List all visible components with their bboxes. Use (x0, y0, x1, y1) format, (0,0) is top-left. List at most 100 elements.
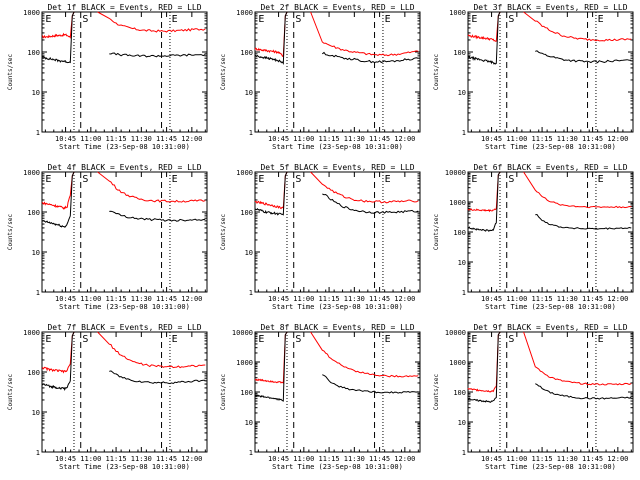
series-line-pre (467, 11, 501, 65)
x-tick-label: 10:45 (481, 295, 502, 303)
x-tick-label: 11:00 (293, 135, 314, 143)
series-line-post (535, 50, 632, 64)
x-tick-label: 10:45 (268, 295, 289, 303)
interval-marker: E (598, 14, 604, 25)
series-line-post (535, 383, 632, 400)
y-tick-label: 1 (36, 289, 40, 297)
x-tick-label: 10:45 (481, 455, 502, 463)
x-tick-label: 11:15 (319, 295, 340, 303)
x-tick-label: 12:00 (607, 455, 628, 463)
y-axis-label: Counts/sec (220, 374, 227, 411)
x-tick-label: 11:00 (506, 295, 527, 303)
chart-panel-1: Det 1f BLACK = Events, RED = LLD Counts/s… (7, 3, 208, 151)
x-tick-label: 11:15 (319, 135, 340, 143)
x-tick-label: 11:45 (156, 135, 177, 143)
x-tick-label: 11:00 (293, 455, 314, 463)
x-tick-label: 11:45 (369, 295, 390, 303)
x-tick-label: 11:15 (532, 455, 553, 463)
interval-marker: E (471, 334, 477, 345)
interval-marker: E (471, 14, 477, 25)
y-axis-label: Counts/sec (220, 54, 227, 91)
x-tick-label: 10:45 (268, 455, 289, 463)
series-line-post (310, 11, 419, 57)
x-tick-label: 11:00 (80, 135, 101, 143)
x-tick-label: 10:45 (481, 135, 502, 143)
x-tick-label: 11:45 (369, 135, 390, 143)
x-axis-label: Start Time (23-Sep-08 10:31:00) (485, 303, 616, 311)
y-axis-label: Counts/sec (7, 374, 14, 411)
x-axis-label: Start Time (23-Sep-08 10:31:00) (485, 143, 616, 151)
interval-marker: E (45, 174, 51, 185)
series-line-post (523, 11, 632, 42)
series-line-post (97, 171, 206, 203)
interval-marker: E (172, 334, 178, 345)
x-axis-label: Start Time (23-Sep-08 10:31:00) (272, 143, 403, 151)
series-line-pre (42, 171, 75, 210)
x-tick-label: 11:15 (319, 455, 340, 463)
series-line-pre (41, 331, 75, 374)
series-line-pre (254, 331, 288, 402)
x-tick-label: 10:45 (55, 135, 76, 143)
series-line-post (109, 210, 206, 222)
y-tick-label: 100 (453, 389, 466, 397)
y-tick-label: 100 (240, 209, 253, 217)
y-tick-label: 100 (27, 369, 40, 377)
chart-title: Det 9f BLACK = Events, RED = LLD (473, 323, 627, 332)
series-line-pre (254, 171, 288, 210)
series-line-pre (467, 171, 501, 232)
y-tick-label: 1000 (236, 169, 253, 177)
series-line-pre (467, 331, 501, 393)
series-line-post (321, 51, 419, 64)
plot-frame (41, 171, 208, 293)
chart-title: Det 1f BLACK = Events, RED = LLD (47, 3, 201, 12)
y-tick-label: 1000 (449, 9, 466, 17)
x-tick-label: 12:00 (394, 455, 415, 463)
y-tick-label: 1 (462, 129, 466, 137)
series-line-post (97, 11, 206, 33)
x-tick-label: 11:45 (156, 295, 177, 303)
series-line-pre (41, 11, 75, 64)
y-tick-label: 10 (32, 249, 40, 257)
chart-title: Det 7f BLACK = Events, RED = LLD (47, 323, 201, 332)
x-tick-label: 11:30 (344, 455, 365, 463)
interval-marker: E (258, 334, 264, 345)
y-tick-label: 10 (32, 89, 40, 97)
x-axis-label: Start Time (23-Sep-08 10:31:00) (59, 143, 190, 151)
interval-marker: S (295, 334, 301, 345)
y-tick-label: 1000 (236, 359, 253, 367)
y-tick-label: 1 (462, 449, 466, 457)
y-axis-label: Counts/sec (433, 54, 440, 91)
y-tick-label: 100 (453, 229, 466, 237)
interval-marker: S (508, 14, 514, 25)
y-tick-label: 10 (245, 89, 253, 97)
series-line-pre (254, 331, 288, 384)
y-tick-label: 10 (245, 419, 253, 427)
series-line-post (310, 331, 419, 378)
y-tick-label: 10 (458, 259, 466, 267)
y-axis-label: Counts/sec (220, 214, 227, 251)
x-tick-label: 12:00 (181, 455, 202, 463)
plot-frame (41, 11, 208, 133)
series-line-post (535, 213, 632, 230)
y-tick-label: 1000 (236, 9, 253, 17)
x-tick-label: 11:45 (582, 295, 603, 303)
x-tick-label: 11:15 (532, 135, 553, 143)
x-tick-label: 12:00 (394, 135, 415, 143)
chart-title: Det 8f BLACK = Events, RED = LLD (260, 323, 414, 332)
interval-marker: S (82, 14, 88, 25)
x-tick-label: 11:15 (532, 295, 553, 303)
series-line-pre (254, 11, 288, 66)
x-tick-label: 11:00 (506, 455, 527, 463)
plot-frame (254, 11, 421, 133)
x-tick-label: 11:00 (506, 135, 527, 143)
series-line-post (322, 374, 419, 394)
x-axis-label: Start Time (23-Sep-08 10:31:00) (59, 303, 190, 311)
chart-title: Det 4f BLACK = Events, RED = LLD (47, 163, 201, 172)
series-line-pre (254, 171, 288, 216)
series-line-pre (41, 331, 75, 391)
chart-title: Det 5f BLACK = Events, RED = LLD (260, 163, 414, 172)
chart-panel-2: Det 2f BLACK = Events, RED = LLD Counts/s… (220, 3, 421, 151)
interval-marker: E (258, 14, 264, 25)
x-tick-label: 11:45 (156, 455, 177, 463)
